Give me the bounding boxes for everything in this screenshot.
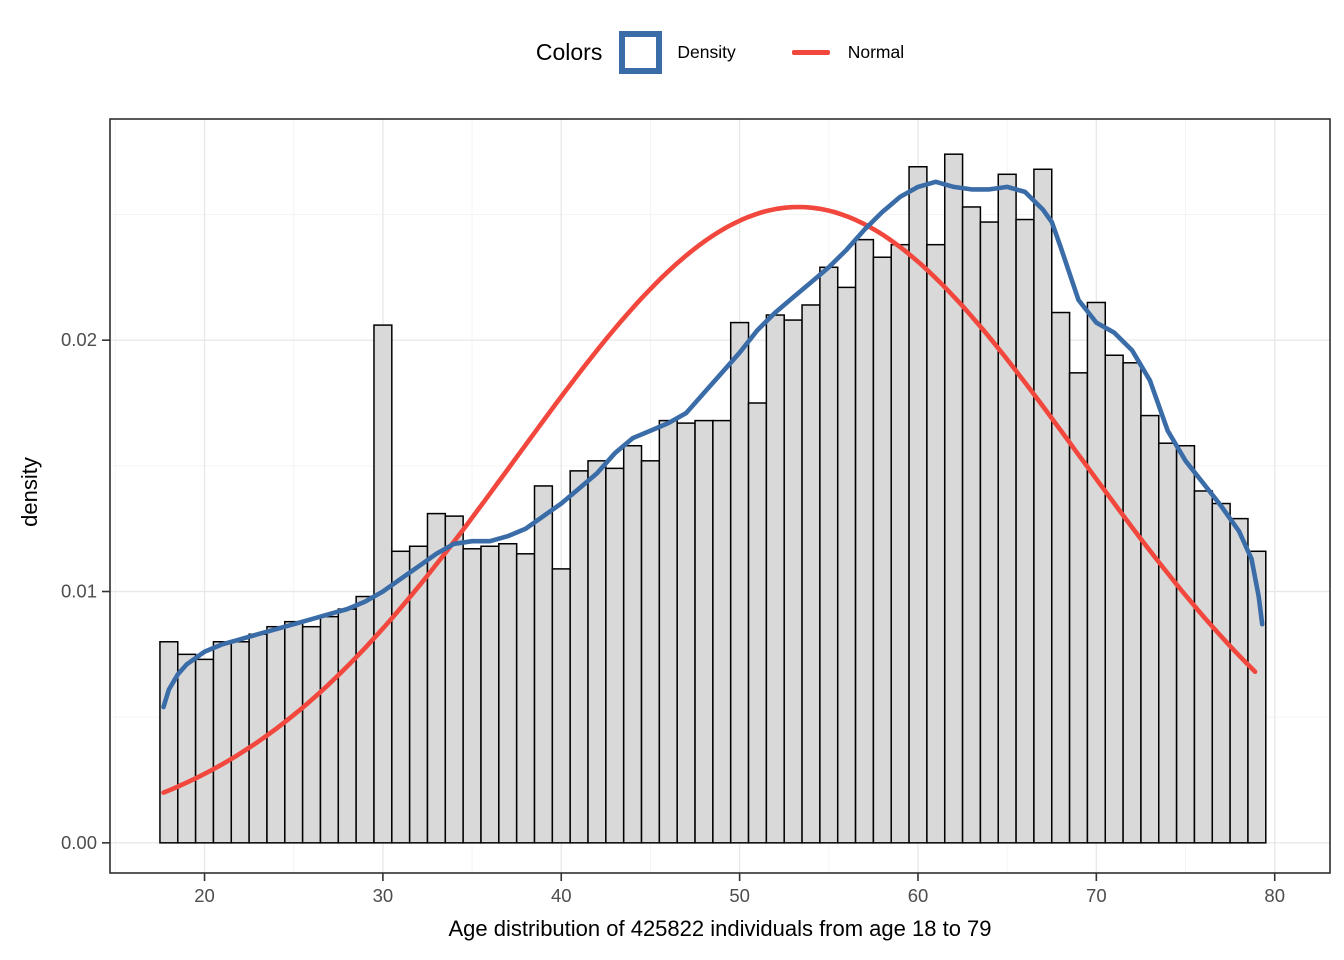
legend-key-density-box-icon <box>619 30 663 74</box>
histogram-bar <box>783 319 803 844</box>
x-tick-label: 50 <box>729 885 750 906</box>
x-axis-title: Age distribution of 425822 individuals f… <box>448 916 992 941</box>
histogram-bar <box>533 485 554 844</box>
histogram-bar <box>872 256 892 844</box>
histogram-bar <box>319 615 340 844</box>
histogram-bar <box>819 266 839 844</box>
histogram-bar <box>212 641 233 844</box>
histogram-bar <box>979 221 999 844</box>
histogram-bar <box>587 460 607 844</box>
histogram-bar <box>1211 502 1231 844</box>
histogram-bar <box>498 543 518 844</box>
histogram-bar <box>676 422 696 844</box>
histogram-bar <box>1104 354 1124 844</box>
histogram-bar <box>943 153 964 844</box>
histogram-bar <box>177 653 197 844</box>
y-tick-label: 0.00 <box>61 832 97 853</box>
histogram-bar <box>462 548 482 844</box>
histogram-bar <box>1229 517 1249 844</box>
histogram-bar <box>515 553 536 844</box>
histogram-bar <box>926 243 946 844</box>
y-axis-title: density <box>17 457 42 527</box>
histogram-bar <box>194 658 215 844</box>
histogram-bar <box>640 460 661 844</box>
y-tick-label: 0.02 <box>61 329 97 350</box>
x-tick-label: 80 <box>1264 885 1285 906</box>
histogram-bar <box>765 314 785 844</box>
histogram-bar <box>1051 311 1071 844</box>
legend: Colors Density Normal <box>110 27 1330 77</box>
histogram-bar <box>1175 444 1196 844</box>
histogram-bar <box>694 419 714 844</box>
histogram-bar <box>444 515 464 844</box>
y-tick-label: 0.01 <box>61 581 97 602</box>
panel-border <box>109 118 1331 874</box>
histogram-bar <box>301 625 322 844</box>
histogram-bar <box>355 595 375 844</box>
histogram-bar <box>373 324 393 844</box>
density-curve <box>161 179 1265 710</box>
histogram-bar <box>622 444 643 844</box>
x-tick-label: 60 <box>908 885 929 906</box>
histogram-bar <box>480 545 500 844</box>
histogram-bar <box>801 304 821 844</box>
histogram-bar <box>337 608 357 844</box>
histogram-bar <box>961 206 982 844</box>
histogram-bar <box>854 238 875 844</box>
legend-title: Colors <box>535 38 603 65</box>
legend-key-normal-line-icon <box>791 49 830 55</box>
legend-label-normal: Normal <box>847 41 905 62</box>
histogram-bar <box>230 641 250 844</box>
histogram-bar <box>836 286 857 844</box>
normal-curve <box>161 204 1258 795</box>
histogram-bar <box>747 402 768 844</box>
histogram-bar <box>1122 362 1142 844</box>
histogram-bar <box>1015 218 1035 844</box>
histogram-bar <box>658 419 678 844</box>
histogram-bar <box>159 641 179 844</box>
legend-label-density: Density <box>677 41 736 62</box>
histogram-bar <box>890 243 910 844</box>
x-tick-label: 20 <box>194 885 215 906</box>
histogram-bar <box>551 568 571 844</box>
histogram-bar <box>284 620 304 844</box>
histogram-bar <box>1140 414 1160 844</box>
histogram-bar <box>712 419 732 844</box>
histogram-bar <box>729 321 750 844</box>
x-tick-label: 40 <box>551 885 572 906</box>
histogram-bar <box>1158 442 1178 844</box>
histogram-bar <box>569 470 589 844</box>
histogram-bar <box>1193 490 1214 844</box>
histogram-bar <box>1086 301 1107 844</box>
histogram-bar <box>391 550 411 844</box>
histogram-bar <box>997 173 1017 844</box>
x-tick-label: 70 <box>1086 885 1107 906</box>
histogram-bar <box>605 467 625 844</box>
histogram-bar <box>1033 168 1053 844</box>
x-tick-label: 30 <box>373 885 394 906</box>
